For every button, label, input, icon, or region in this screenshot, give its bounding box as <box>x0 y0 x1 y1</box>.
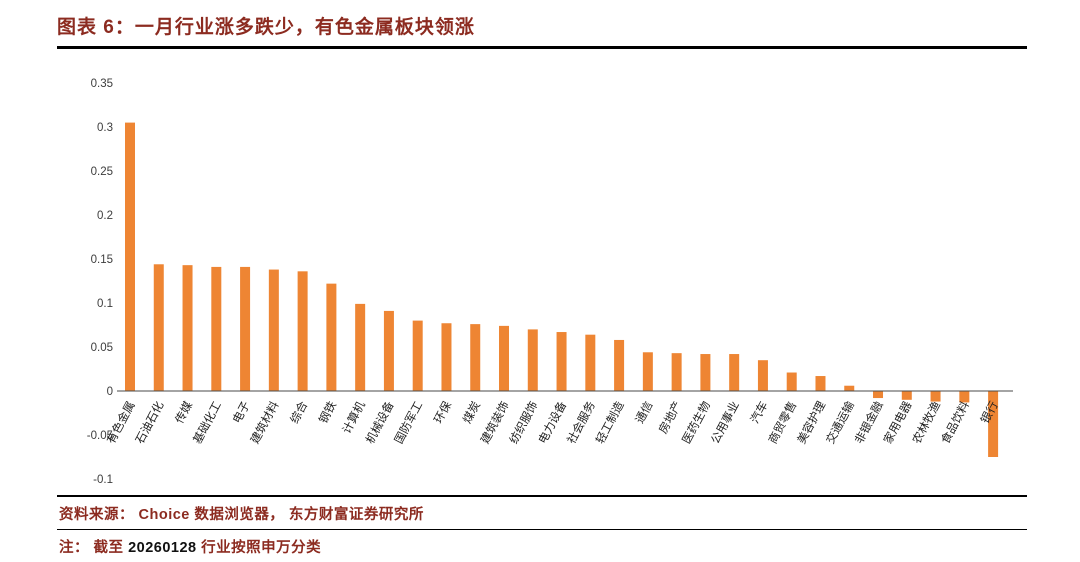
x-category-label: 商贸零售 <box>765 399 799 446</box>
x-category-label: 美容护理 <box>794 398 828 446</box>
x-category-label: 计算机 <box>339 398 368 435</box>
bar-23 <box>786 372 797 391</box>
bar-5 <box>268 269 279 391</box>
bar-4 <box>240 266 251 391</box>
x-category-label: 非银金融 <box>852 398 886 446</box>
footer-top-rule <box>57 495 1027 497</box>
bar-13 <box>499 325 510 391</box>
bar-chart-canvas: 0.35 0.3 0.25 0.2 0.15 0.1 0.05 0 -0.05 -0.1 有色金属石… <box>87 78 1013 486</box>
chart-title: 图表 6：一月行业涨多跌少，有色金属板块领涨 <box>57 17 475 38</box>
bar-22 <box>757 360 768 391</box>
y-tick-label: 0.2 <box>97 210 113 222</box>
x-category-label: 食品饮料 <box>938 398 972 446</box>
x-category-label: 传媒 <box>172 398 195 425</box>
bar-30 <box>988 391 999 457</box>
bar-6 <box>297 271 308 391</box>
bar-25 <box>844 385 855 391</box>
bar-14 <box>527 329 538 391</box>
bar-7 <box>326 283 337 391</box>
x-category-label: 建筑装饰 <box>478 399 512 446</box>
bar-28 <box>930 391 941 402</box>
x-category-label: 房地产 <box>656 399 685 436</box>
bar-0 <box>125 122 135 391</box>
y-tick-label: 0.35 <box>91 78 113 90</box>
x-category-label: 轻工制造 <box>593 398 627 446</box>
x-category-label: 基础化工 <box>190 399 224 446</box>
bar-26 <box>873 391 884 399</box>
y-tick-label: -0.05 <box>87 430 113 442</box>
bar-29 <box>959 391 970 403</box>
bar-10 <box>412 320 423 391</box>
x-category-label: 钢铁 <box>317 399 340 426</box>
bar-9 <box>383 310 394 391</box>
y-tick-label: 0.05 <box>91 342 113 354</box>
y-tick-label: 0.15 <box>91 254 113 266</box>
x-category-label: 石油石化 <box>132 398 166 446</box>
x-category-label: 公用事业 <box>709 399 742 446</box>
x-category-label: 煤炭 <box>461 399 483 425</box>
x-category-label: 建筑材料 <box>248 398 282 446</box>
x-category-label: 综合 <box>287 398 310 425</box>
footnote-suffix: 行业按照申万分类 <box>196 540 322 556</box>
y-tick-label: 0 <box>107 386 113 398</box>
bar-2 <box>182 265 193 391</box>
x-category-label: 交通运输 <box>823 398 857 446</box>
bar-15 <box>556 332 567 391</box>
bar-1 <box>153 264 164 391</box>
bar-27 <box>901 391 912 400</box>
bar-12 <box>470 324 481 391</box>
footnote: 注： 截至 20260128 行业按照申万分类 <box>57 530 1027 562</box>
bar-8 <box>355 303 366 391</box>
x-category-label: 电子 <box>230 399 252 425</box>
x-category-label: 医药生物 <box>679 399 713 446</box>
y-tick-label: 0.3 <box>97 122 113 134</box>
bar-16 <box>585 334 596 391</box>
y-tick-label: 0.25 <box>91 166 113 178</box>
bar-18 <box>642 352 653 391</box>
x-category-label: 环保 <box>431 398 454 425</box>
y-tick-label: -0.1 <box>93 474 113 486</box>
source-note: 资料来源： Choice 数据浏览器， 东方财富证券研究所 <box>59 507 424 523</box>
x-category-label: 农林牧渔 <box>909 399 943 446</box>
footnote-date: 20260128 <box>128 540 197 556</box>
x-category-label: 家用电器 <box>880 398 914 446</box>
x-category-label: 汽车 <box>747 399 770 426</box>
footnote-prefix: 注： 截至 <box>59 540 129 556</box>
bar-3 <box>211 266 222 391</box>
bar-17 <box>614 339 625 391</box>
x-category-label: 纺织服饰 <box>506 399 540 446</box>
bar-21 <box>729 354 740 391</box>
bar-24 <box>815 376 826 391</box>
bar-19 <box>671 353 682 391</box>
chart-title-row: 图表 6：一月行业涨多跌少，有色金属板块领涨 <box>57 12 1027 49</box>
x-category-label: 国防军工 <box>391 399 425 446</box>
x-category-label: 电力设备 <box>535 398 569 446</box>
footer-middle-rule <box>57 529 1027 530</box>
x-category-label: 通信 <box>633 399 655 425</box>
x-category-label: 有色金属 <box>104 399 138 446</box>
bar-chart: 0.35 0.3 0.25 0.2 0.15 0.1 0.05 0 -0.05 -0.1 有色金属石… <box>57 63 1027 495</box>
x-category-label: 机械设备 <box>363 398 397 446</box>
bar-20 <box>700 354 711 391</box>
y-tick-label: 0.1 <box>97 298 113 310</box>
bar-11 <box>441 323 452 391</box>
x-category-label: 社会服务 <box>564 398 598 446</box>
